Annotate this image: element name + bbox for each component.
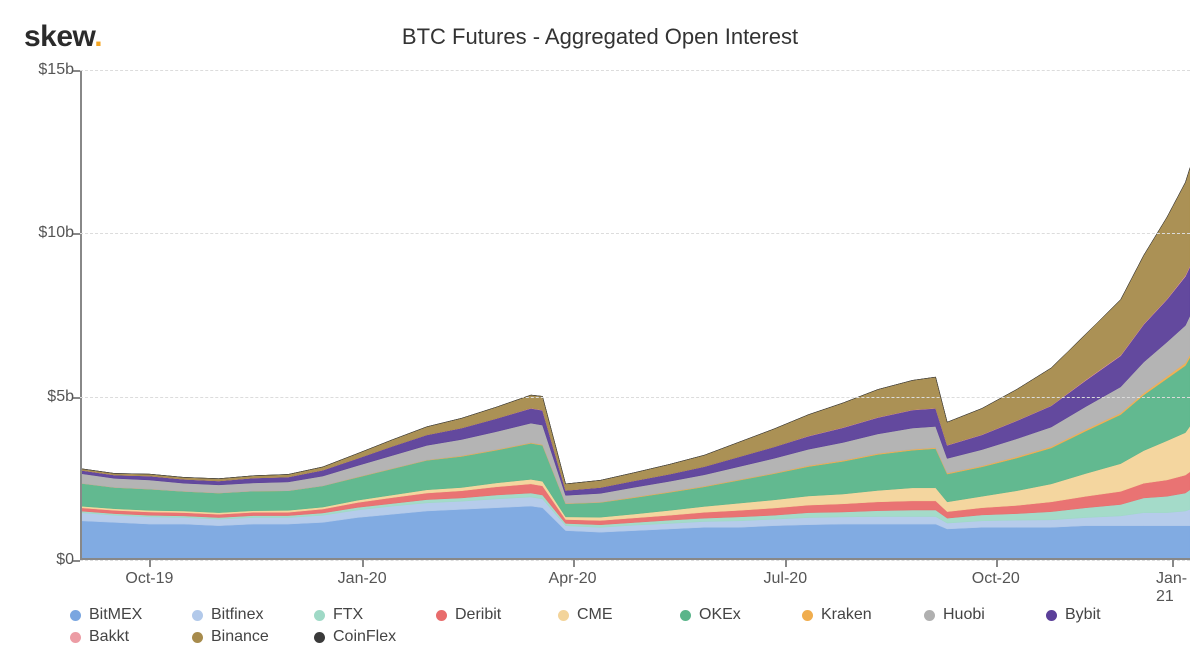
y-axis-label: $10b [14, 224, 74, 242]
legend-label: CME [577, 606, 613, 624]
legend-item-coinflex[interactable]: CoinFlex [314, 628, 418, 646]
legend-swatch-icon [70, 632, 81, 643]
x-axis-label: Oct-20 [972, 570, 1020, 588]
legend-item-deribit[interactable]: Deribit [436, 606, 540, 624]
legend-label: Huobi [943, 606, 985, 624]
legend-item-ftx[interactable]: FTX [314, 606, 418, 624]
y-axis-label: $15b [14, 61, 74, 79]
legend-swatch-icon [924, 610, 935, 621]
legend-swatch-icon [314, 610, 325, 621]
y-tick [73, 560, 80, 562]
legend-item-bybit[interactable]: Bybit [1046, 606, 1150, 624]
legend-label: Kraken [821, 606, 872, 624]
legend-swatch-icon [1046, 610, 1057, 621]
legend-swatch-icon [70, 610, 81, 621]
x-tick [1172, 560, 1174, 567]
legend-swatch-icon [802, 610, 813, 621]
x-tick [573, 560, 575, 567]
x-tick [785, 560, 787, 567]
x-axis-label: Apr-20 [549, 570, 597, 588]
plot-region [80, 70, 1190, 560]
legend-label: Bitfinex [211, 606, 263, 624]
legend-label: FTX [333, 606, 363, 624]
y-axis-line [80, 70, 82, 560]
y-axis-label: $5b [14, 388, 74, 406]
legend-swatch-icon [192, 610, 203, 621]
y-tick [73, 233, 80, 235]
gridline-h [80, 70, 1190, 71]
legend: BitMEX Bitfinex FTX Deribit CME OKEx Kraken Huo… [70, 606, 1180, 646]
x-axis-label: Jul-20 [764, 570, 808, 588]
legend-item-bitfinex[interactable]: Bitfinex [192, 606, 296, 624]
y-tick [73, 397, 80, 399]
legend-item-binance[interactable]: Binance [192, 628, 296, 646]
legend-swatch-icon [192, 632, 203, 643]
legend-item-okex[interactable]: OKEx [680, 606, 784, 624]
stacked-area-svg [80, 70, 1190, 560]
legend-swatch-icon [314, 632, 325, 643]
x-axis-label: Jan-21 [1156, 570, 1187, 606]
chart-title: BTC Futures - Aggregated Open Interest [0, 24, 1200, 50]
legend-item-bakkt[interactable]: Bakkt [70, 628, 174, 646]
legend-label: OKEx [699, 606, 741, 624]
legend-swatch-icon [680, 610, 691, 621]
x-axis-label: Jan-20 [338, 570, 387, 588]
y-tick [73, 70, 80, 72]
legend-item-kraken[interactable]: Kraken [802, 606, 906, 624]
legend-label: Bakkt [89, 628, 129, 646]
legend-item-cme[interactable]: CME [558, 606, 662, 624]
gridline-h [80, 397, 1190, 398]
x-tick [362, 560, 364, 567]
legend-item-bitmex[interactable]: BitMEX [70, 606, 174, 624]
legend-swatch-icon [436, 610, 447, 621]
chart-area: $0$5b$10b$15bOct-19Jan-20Apr-20Jul-20Oct… [14, 70, 1196, 590]
gridline-h [80, 560, 1190, 561]
legend-label: Deribit [455, 606, 501, 624]
legend-label: BitMEX [89, 606, 142, 624]
gridline-h [80, 233, 1190, 234]
legend-swatch-icon [558, 610, 569, 621]
x-tick [996, 560, 998, 567]
x-tick [149, 560, 151, 567]
y-axis-label: $0 [14, 551, 74, 569]
x-axis-label: Oct-19 [125, 570, 173, 588]
legend-label: CoinFlex [333, 628, 396, 646]
chart-header: skew. BTC Futures - Aggregated Open Inte… [0, 14, 1200, 54]
legend-label: Bybit [1065, 606, 1101, 624]
legend-item-huobi[interactable]: Huobi [924, 606, 1028, 624]
legend-label: Binance [211, 628, 269, 646]
